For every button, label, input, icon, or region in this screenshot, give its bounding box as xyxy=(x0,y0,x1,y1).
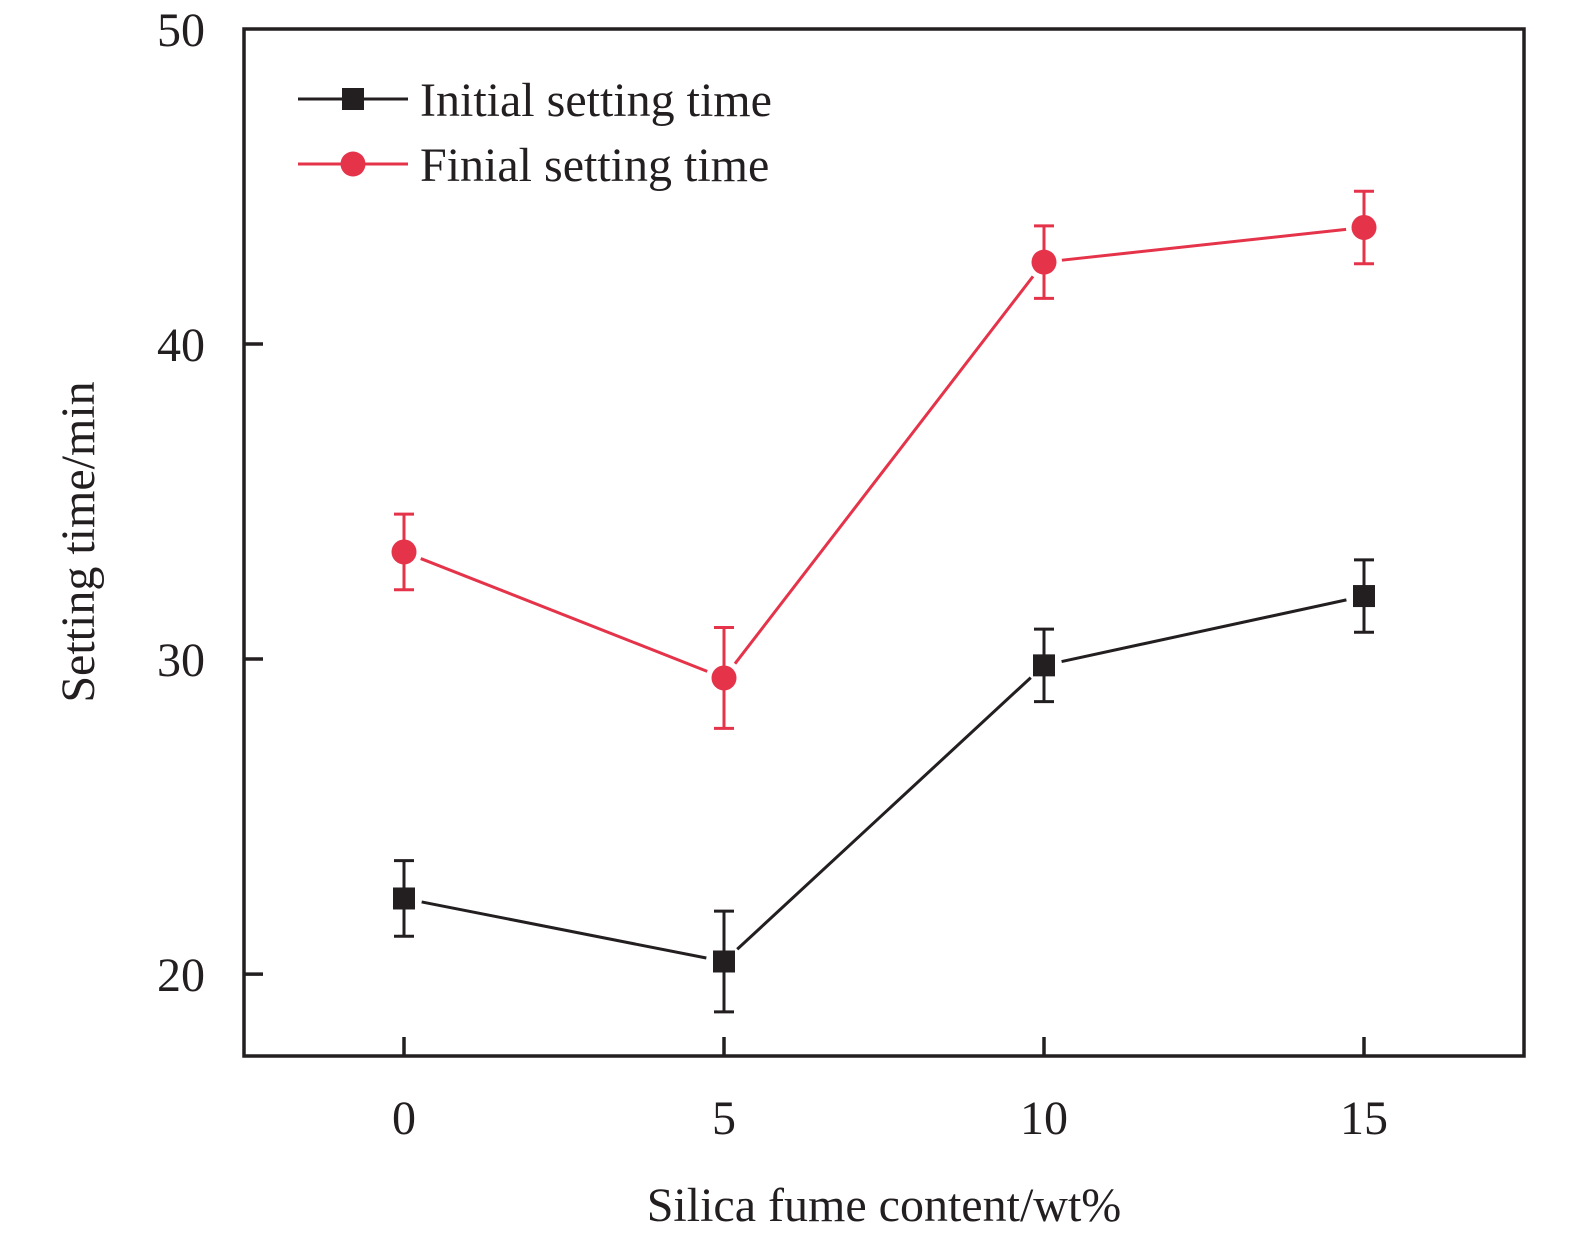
y-axis-title: Setting time/min xyxy=(52,381,105,702)
legend-label: Finial setting time xyxy=(420,139,769,192)
data-point-square xyxy=(1353,585,1375,608)
y-axis-ticks: 20 30 40 50 xyxy=(157,4,263,1002)
series-line-segment xyxy=(1061,598,1347,664)
legend-square-marker xyxy=(342,88,364,110)
data-point-circle xyxy=(391,539,417,565)
series-finial-setting-time xyxy=(391,189,1377,730)
x-tick-label: 10 xyxy=(1020,1092,1068,1145)
plot-border xyxy=(242,27,1526,1058)
legend-circle-marker xyxy=(340,151,366,177)
series-line-segment xyxy=(421,900,707,960)
plot-frame xyxy=(242,27,1526,1058)
x-tick-label: 0 xyxy=(392,1092,416,1145)
y-tick-label: 30 xyxy=(157,634,205,687)
data-point-square xyxy=(1033,654,1055,677)
y-tick-label: 50 xyxy=(157,4,205,57)
legend-item: Initial setting time xyxy=(298,74,772,127)
data-point-circle xyxy=(1031,249,1057,275)
x-axis-title: Silica fume content/wt% xyxy=(647,1179,1122,1232)
x-tick-label: 5 xyxy=(712,1092,736,1145)
legend-item: Finial setting time xyxy=(298,139,769,192)
data-point-square xyxy=(393,887,415,910)
series-initial-setting-time xyxy=(393,558,1375,1014)
y-tick-label: 20 xyxy=(157,949,205,1002)
legend: Initial setting time Finial setting time xyxy=(298,74,772,192)
series-line-segment xyxy=(736,676,1032,951)
data-point-square xyxy=(713,950,735,973)
data-point-circle xyxy=(1351,214,1377,240)
series-line-segment xyxy=(733,275,1035,665)
data-point-circle xyxy=(711,665,737,691)
x-tick-label: 15 xyxy=(1340,1092,1388,1145)
series-layer xyxy=(391,189,1377,1014)
legend-label: Initial setting time xyxy=(420,74,772,127)
series-line-segment xyxy=(420,557,708,673)
x-axis-ticks: 0 5 10 15 xyxy=(392,1037,1388,1145)
y-tick-label: 40 xyxy=(157,319,205,372)
series-line-segment xyxy=(1061,227,1347,262)
